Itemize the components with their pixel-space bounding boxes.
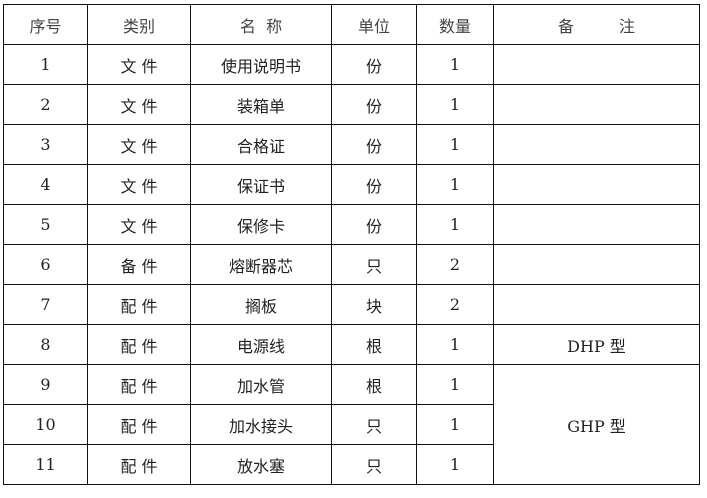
cell-qty: 2 — [416, 284, 494, 325]
cell-unit: 份 — [331, 164, 417, 205]
cell-no: 11 — [3, 444, 88, 485]
cell-unit: 份 — [331, 124, 417, 165]
cell-category: 文 件 — [87, 124, 191, 165]
cell-remark — [493, 84, 700, 125]
cell-category: 文 件 — [87, 164, 191, 205]
header-unit: 单位 — [331, 4, 417, 45]
cell-unit: 份 — [331, 84, 417, 125]
cell-no: 6 — [3, 244, 88, 285]
cell-no: 10 — [3, 404, 88, 445]
cell-qty: 2 — [416, 244, 494, 285]
cell-name: 电源线 — [190, 324, 332, 365]
cell-remark: DHP 型 — [493, 324, 700, 365]
header-qty: 数量 — [416, 4, 494, 45]
cell-unit: 根 — [331, 324, 417, 365]
cell-category: 备 件 — [87, 244, 191, 285]
cell-name: 保证书 — [190, 164, 332, 205]
cell-no: 4 — [3, 164, 88, 205]
cell-category: 文 件 — [87, 204, 191, 245]
cell-category: 配 件 — [87, 404, 191, 445]
cell-name: 熔断器芯 — [190, 244, 332, 285]
cell-category: 配 件 — [87, 444, 191, 485]
header-no: 序号 — [3, 4, 88, 45]
cell-no: 1 — [3, 44, 88, 85]
cell-unit: 只 — [331, 244, 417, 285]
cell-remark — [493, 44, 700, 85]
table-row: 11 配 件放水塞只 1 — [3, 444, 700, 485]
cell-unit: 只 — [331, 444, 417, 485]
cell-name: 加水接头 — [190, 404, 332, 445]
cell-name: 加水管 — [190, 364, 332, 405]
cell-name: 搁板 — [190, 284, 332, 325]
cell-category: 配 件 — [87, 364, 191, 405]
cell-remark — [493, 124, 700, 165]
cell-qty: 1 — [416, 364, 494, 405]
cell-qty: 1 — [416, 124, 494, 165]
cell-name: 放水塞 — [190, 444, 332, 485]
cell-unit: 块 — [331, 284, 417, 325]
cell-remark: GHP 型 — [493, 364, 700, 485]
cell-no: 5 — [3, 204, 88, 245]
cell-category: 配 件 — [87, 284, 191, 325]
cell-remark — [493, 204, 700, 245]
cell-unit: 份 — [331, 44, 417, 85]
cell-qty: 1 — [416, 84, 494, 125]
table-row: 10 配 件加水接头只 1 — [3, 404, 700, 445]
cell-qty: 1 — [416, 404, 494, 445]
cell-qty: 1 — [416, 44, 494, 85]
cell-remark — [493, 244, 700, 285]
cell-qty: 1 — [416, 204, 494, 245]
cell-name: 使用说明书 — [190, 44, 332, 85]
cell-no: 9 — [3, 364, 88, 405]
header-category: 类别 — [87, 4, 191, 45]
cell-no: 3 — [3, 124, 88, 165]
cell-unit: 只 — [331, 404, 417, 445]
header-remark: 备 注 — [493, 4, 700, 45]
cell-qty: 1 — [416, 324, 494, 365]
cell-no: 8 — [3, 324, 88, 365]
header-row: 序号 类别 名 称 单位 数量 备 注 — [3, 4, 700, 45]
cell-remark — [493, 284, 700, 325]
cell-remark — [493, 164, 700, 205]
header-name: 名 称 — [190, 4, 332, 45]
cell-qty: 1 — [416, 444, 494, 485]
cell-category: 文 件 — [87, 44, 191, 85]
cell-category: 文 件 — [87, 84, 191, 125]
cell-no: 2 — [3, 84, 88, 125]
cell-name: 保修卡 — [190, 204, 332, 245]
cell-unit: 份 — [331, 204, 417, 245]
cell-no: 7 — [3, 284, 88, 325]
cell-name: 装箱单 — [190, 84, 332, 125]
cell-name: 合格证 — [190, 124, 332, 165]
cell-category: 配 件 — [87, 324, 191, 365]
cell-unit: 根 — [331, 364, 417, 405]
cell-qty: 1 — [416, 164, 494, 205]
